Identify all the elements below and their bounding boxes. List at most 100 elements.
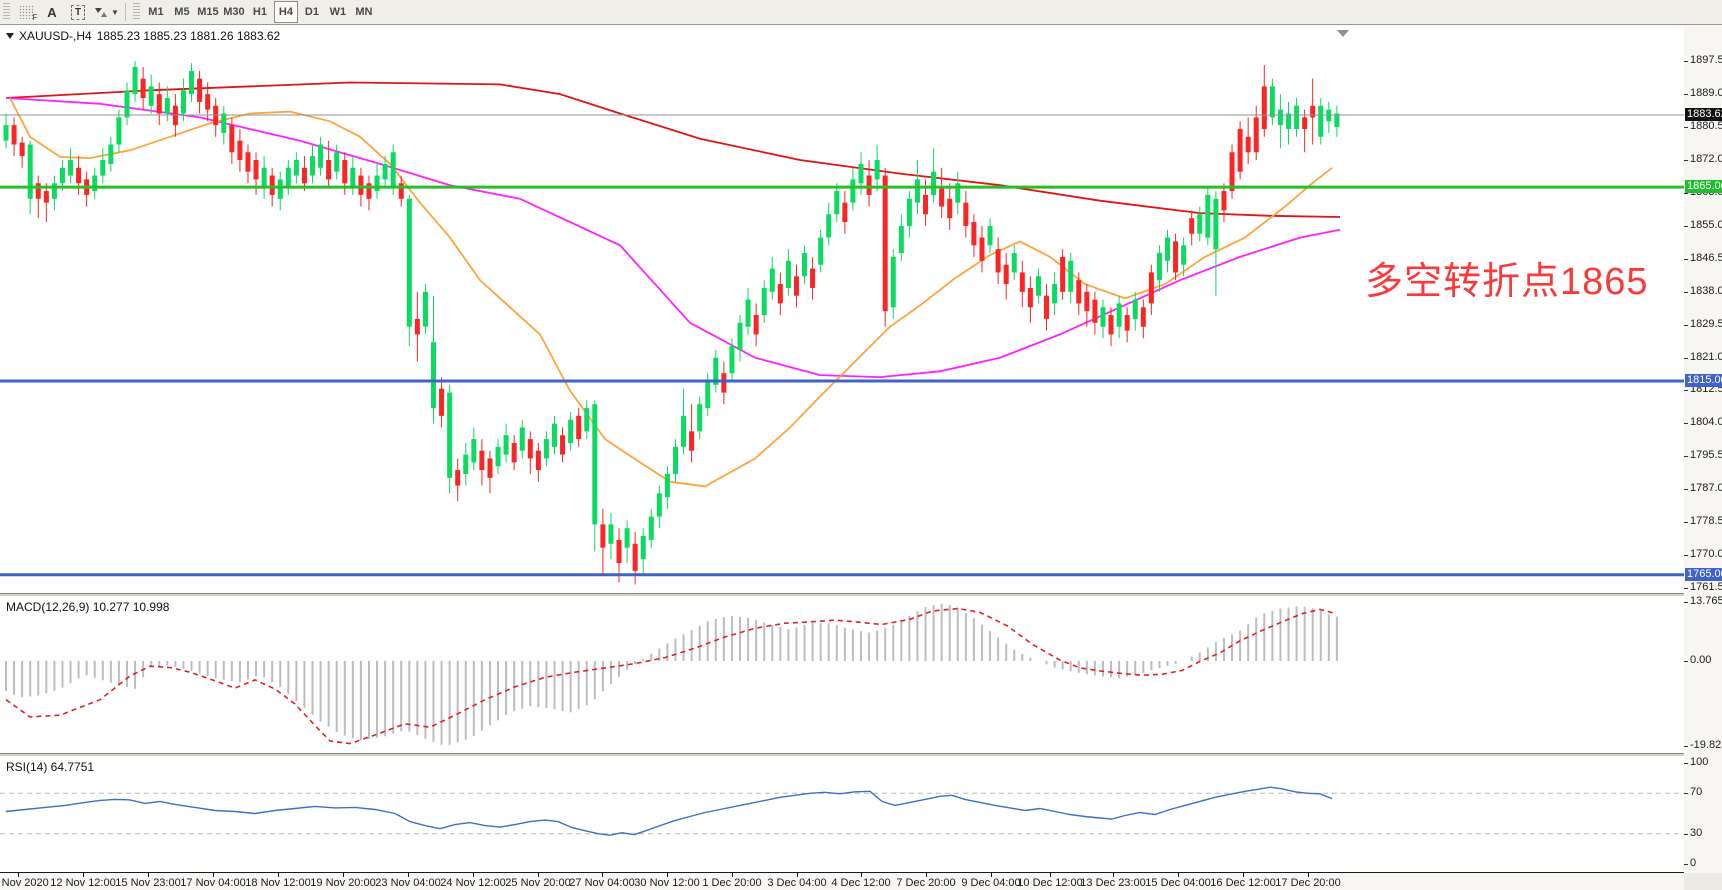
candle-body [640,536,646,560]
candle-body [664,473,670,498]
candle-body [1003,264,1009,285]
axis-tick-mark [1684,357,1688,359]
tf-button-M15[interactable]: M15 [197,6,219,18]
macd-panel[interactable]: MACD(12,26,9) 10.277 10.998 [0,596,1685,753]
candle-body [285,167,291,188]
candle-body [1027,287,1033,308]
ma-fast [9,97,1333,488]
candle-body [1261,86,1267,130]
candle-body [648,516,654,540]
time-tick-mark [408,873,409,877]
candle-body [947,198,953,219]
tf-button-M5[interactable]: M5 [174,6,190,18]
rsi-tick-label: 0 [1690,857,1697,869]
price-axis[interactable]: 1897.551889.051880.551872.051863.551855.… [1684,25,1722,873]
price-tick-label: 1829.55 [1690,317,1722,330]
tf-button-W1[interactable]: W1 [329,6,347,18]
axis-tick-mark [1684,192,1688,194]
candle-body [253,160,259,180]
candle-body [382,163,388,180]
candle-body [221,113,227,133]
candle-body [632,543,638,571]
candle-body [1132,299,1138,319]
candle-body [866,175,872,195]
axis-tick-mark [1684,225,1688,227]
candle-body [422,291,428,327]
toolbar-grip[interactable] [3,3,10,21]
price-tick-label: 1778.55 [1690,515,1722,528]
candle-body [43,191,49,203]
arrow-objects-button[interactable]: ▼ [92,1,120,23]
candle-body [697,404,703,432]
candle-body [955,183,961,203]
tf-button-MN[interactable]: MN [355,6,373,18]
candle-body [326,160,332,180]
candle-body [261,167,267,188]
candle-body [406,198,412,327]
axis-tick-mark [1684,522,1688,524]
candle-body [1019,272,1025,292]
candle-body [140,78,146,99]
tf-button-M1[interactable]: M1 [148,6,164,18]
candle-body [471,439,477,463]
time-tick-mark [1178,873,1179,877]
candle-body [890,256,896,308]
grid-f-icon[interactable]: F [14,1,38,23]
tf-button-H1[interactable]: H1 [252,6,267,18]
axis-tick-mark [1684,793,1688,795]
main-chart-panel[interactable]: XAUUSD-,H4 1885.23 1885.23 1881.26 1883.… [0,25,1685,593]
timeframe-group: M1 M5 M15 M30 H1 H4 D1 W1 MN [143,1,377,23]
axis-tick-mark [1684,258,1688,260]
text-box-button[interactable]: T [66,1,90,23]
rsi-panel[interactable]: RSI(14) 64.7751 [0,756,1685,872]
candle-body [1116,303,1122,327]
candle-body [1189,218,1195,234]
time-tick-mark [1243,873,1244,877]
candle-body [656,493,662,517]
toolbar-grip[interactable] [132,3,140,21]
price-badge: 1815.00 [1685,373,1722,387]
tf-button-M30[interactable]: M30 [223,6,245,18]
candle-body [519,427,525,451]
tf-button-D1[interactable]: D1 [304,6,319,18]
axis-tick-mark [1684,390,1688,392]
time-tick-mark [991,873,992,877]
time-tick-mark [1050,873,1051,877]
candle-body [923,194,929,215]
candle-body [995,249,1001,273]
candle-body [769,268,775,292]
time-tick-mark [83,873,84,877]
axis-tick-mark [1684,61,1688,62]
price-tick-label: 1795.55 [1690,449,1722,462]
time-tick-mark [18,873,19,877]
macd-tick-label: -19.82 [1690,739,1722,752]
candle-body [971,222,977,246]
time-axis-label: 15 Nov 23:00 [115,877,181,889]
candle-body [1318,105,1324,137]
axis-tick-mark [1684,763,1688,764]
tf-button-H4[interactable]: H4 [273,1,298,23]
chart-ohlc-label: 1885.23 1885.23 1881.26 1883.62 [96,29,281,43]
candle-body [148,86,154,106]
candle-body [1035,276,1041,296]
time-axis-label: 25 Nov 20:00 [505,877,571,889]
candlestick-chart[interactable] [0,25,1684,593]
candle-body [1237,129,1243,172]
time-axis-label: 24 Nov 12:00 [440,877,506,889]
arrows-icon [95,8,107,17]
time-axis-label: 9 Dec 04:00 [961,877,1021,889]
axis-tick-mark [1684,601,1688,603]
rsi-chart [0,786,1684,836]
shift-marker-icon [1337,30,1349,37]
candle-body [27,144,33,199]
candle-body [205,94,211,110]
time-axis-label: 1 Dec 20:00 [702,877,762,889]
candle-body [116,117,122,145]
text-label-button[interactable]: A [40,1,64,23]
symbol-dropdown-icon[interactable] [6,33,14,39]
candle-body [1084,291,1090,312]
candle-body [68,160,74,176]
candle-body [390,152,396,188]
dotted-grid-icon: F [18,5,38,22]
